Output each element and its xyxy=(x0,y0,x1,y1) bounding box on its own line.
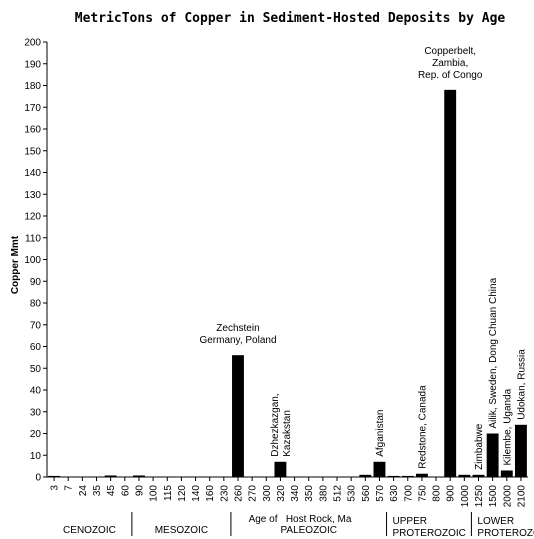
y-tick-label: 40 xyxy=(30,386,42,397)
x-tick-label: 45 xyxy=(106,485,117,497)
era-label: LOWER xyxy=(477,516,514,527)
annotation: Afganistan xyxy=(375,410,386,457)
x-tick-label: 1000 xyxy=(460,485,471,508)
y-tick-label: 20 xyxy=(30,429,42,440)
y-tick-label: 120 xyxy=(24,212,41,223)
annotation: Udokan, Russia xyxy=(516,349,527,420)
bar xyxy=(415,473,428,477)
x-tick-label: 1500 xyxy=(488,485,499,508)
x-tick-label: 560 xyxy=(361,485,372,502)
y-tick-label: 150 xyxy=(24,146,41,157)
annotation: Germany, Poland xyxy=(199,335,276,346)
bar xyxy=(458,474,471,477)
x-tick-label: 2100 xyxy=(516,485,527,508)
bar xyxy=(387,475,400,477)
bar xyxy=(472,474,485,477)
annotation: Rep. of Congo xyxy=(418,70,483,81)
y-tick-label: 80 xyxy=(30,299,42,310)
y-tick-label: 140 xyxy=(24,168,41,179)
y-tick-label: 10 xyxy=(30,451,42,462)
x-tick-label: 530 xyxy=(347,485,358,502)
bar xyxy=(486,433,499,477)
era-label: CENOZOIC xyxy=(63,525,116,536)
y-tick-label: 50 xyxy=(30,364,42,375)
x-tick-label: 350 xyxy=(304,485,315,502)
bar xyxy=(104,475,117,477)
x-tick-label: 1250 xyxy=(474,485,485,508)
y-tick-label: 200 xyxy=(24,38,41,49)
era-label: PALEOZOIC xyxy=(280,525,337,536)
bar xyxy=(373,461,386,477)
y-tick-label: 90 xyxy=(30,277,42,288)
y-tick-label: 60 xyxy=(30,342,42,353)
y-tick-label: 110 xyxy=(25,233,41,244)
y-tick-label: 0 xyxy=(35,473,41,484)
x-tick-label: 35 xyxy=(92,485,103,497)
x-tick-label: 700 xyxy=(403,485,414,502)
annotation: Redstone, Canada xyxy=(417,385,428,469)
annotation: Zechstein xyxy=(216,323,259,334)
x-tick-label: 2000 xyxy=(502,485,513,508)
x-tick-label: 630 xyxy=(389,485,400,502)
x-tick-label: 24 xyxy=(78,485,89,497)
era-label: UPPER xyxy=(393,516,427,527)
x-tick-label: 160 xyxy=(205,485,216,502)
bar xyxy=(48,475,61,477)
x-tick-label: 3 xyxy=(50,485,61,491)
x-tick-label: 140 xyxy=(191,485,202,502)
annotation: Zimbabwe xyxy=(474,423,485,470)
y-tick-label: 100 xyxy=(24,255,41,266)
y-axis-label: Copper Mmt xyxy=(10,235,21,294)
era-label: PROTEROZOIC xyxy=(477,528,534,539)
x-tick-label: 115 xyxy=(163,485,174,501)
annotation: Dzhezkazgan, xyxy=(270,393,281,456)
bar xyxy=(232,355,244,477)
bar xyxy=(133,475,145,477)
y-tick-label: 130 xyxy=(24,190,41,201)
annotation: Kilembe, Uganda xyxy=(502,388,513,465)
x-tick-label: 60 xyxy=(120,485,131,497)
x-tick-label: 90 xyxy=(134,485,145,497)
bar xyxy=(514,424,527,477)
chart-title: MetricTons of Copper in Sediment-Hosted … xyxy=(75,11,506,26)
y-tick-label: 170 xyxy=(24,103,41,114)
y-tick-label: 180 xyxy=(24,81,41,92)
annotation: Zambia, xyxy=(432,58,468,69)
era-label: PROTEROZOIC xyxy=(393,528,466,539)
x-tick-label: 300 xyxy=(262,485,273,502)
x-tick-label: 260 xyxy=(233,485,244,502)
x-tick-label: 900 xyxy=(446,485,457,502)
annotation: Kazakstan xyxy=(282,410,293,457)
x-tick-label: 100 xyxy=(149,485,160,502)
y-tick-label: 160 xyxy=(24,125,41,136)
x-tick-label: 750 xyxy=(417,485,428,502)
y-tick-label: 70 xyxy=(30,320,42,331)
x-tick-label: 230 xyxy=(219,485,230,502)
x-tick-label: 512 xyxy=(333,485,344,502)
x-tick-label: 320 xyxy=(276,485,287,502)
annotation: Ailik, Sweden, Dong Chuan China xyxy=(488,277,499,428)
era-label: MESOZOIC xyxy=(155,525,208,536)
x-tick-label: 270 xyxy=(248,485,259,502)
annotation: Copperbelt, xyxy=(424,46,476,57)
x-tick-label: 800 xyxy=(432,485,443,502)
x-tick-label: 120 xyxy=(177,485,188,502)
y-tick-label: 30 xyxy=(30,407,42,418)
x-tick-label: 340 xyxy=(290,485,301,502)
bar xyxy=(359,474,372,477)
x-tick-label: 380 xyxy=(318,485,329,502)
x-tick-label: 7 xyxy=(64,485,75,491)
bar xyxy=(444,89,457,477)
x-tick-label: 570 xyxy=(375,485,386,502)
y-tick-label: 190 xyxy=(24,59,41,70)
x-axis-label: Age of Host Rock, Ma xyxy=(249,514,352,525)
bar xyxy=(500,470,513,477)
bar xyxy=(274,461,287,477)
bar xyxy=(401,475,414,477)
